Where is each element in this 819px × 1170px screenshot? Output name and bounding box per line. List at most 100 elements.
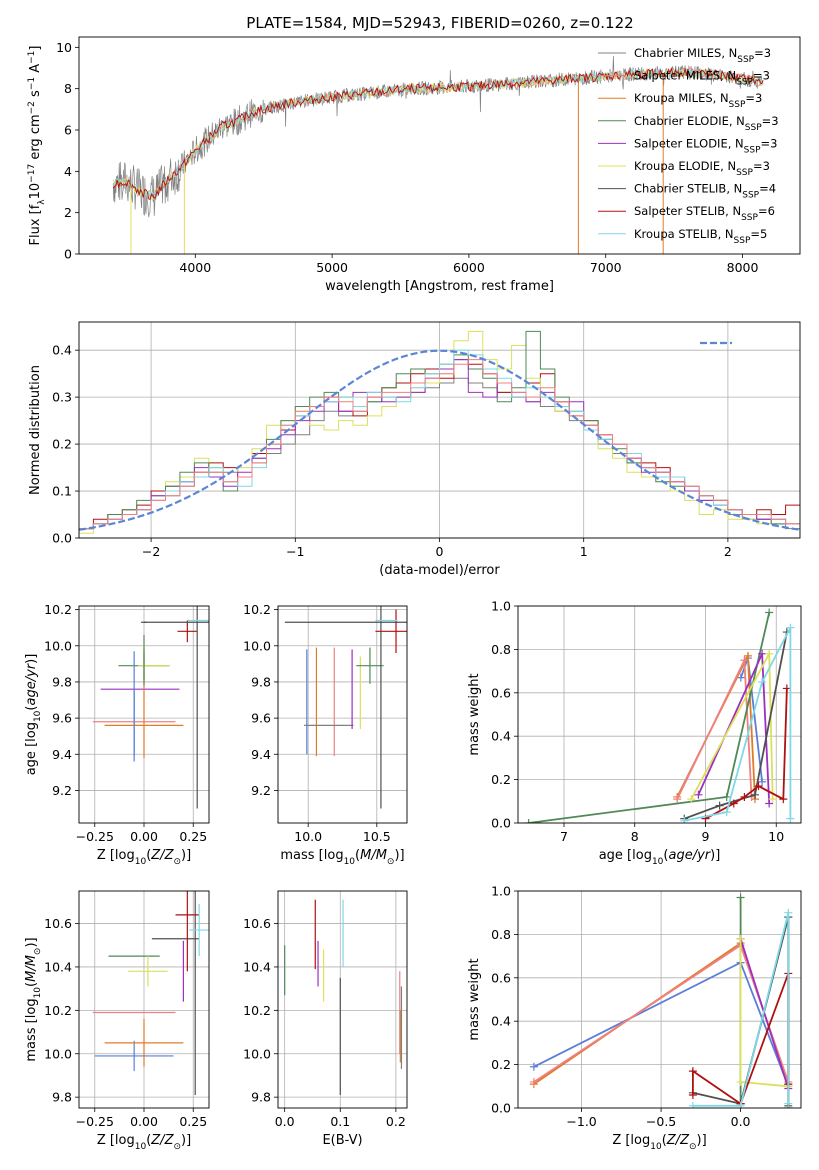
- label-part: E(B-V): [322, 1133, 362, 1148]
- x-tick-label: 9: [702, 829, 710, 844]
- y-tick-label: 9.4: [251, 747, 271, 762]
- label-part: Salpeter ELODIE, N: [634, 136, 744, 150]
- x-tick-label: −1: [286, 544, 304, 559]
- x-tick-label: 5000: [316, 260, 348, 275]
- label-part: (: [146, 1133, 151, 1148]
- plus-marker: [768, 795, 777, 804]
- x-tick-label: −0.5: [646, 1114, 676, 1129]
- axes-frame: [517, 605, 802, 824]
- chart-panel-0: 4000 5000 6000 7000 8000 0 2 4 6 8 10 wavelength [A…: [27, 36, 801, 294]
- label-part: Z [log: [612, 1133, 650, 1148]
- label-part: (: [663, 848, 668, 863]
- label-part: =3: [761, 136, 778, 150]
- legend-label: Chabrier ELODIE, NSSP=3: [634, 114, 779, 133]
- y-tick-label: 0.2: [491, 772, 511, 787]
- plus-marker: [758, 677, 767, 686]
- y-tick-label: 0.2: [52, 437, 72, 452]
- y-tick-label: 10: [56, 40, 72, 55]
- x-tick-label: −2: [142, 544, 160, 559]
- y-tick-label: 0.3: [52, 390, 72, 405]
- label-part: mass [log: [24, 998, 39, 1061]
- y-tick-label: 10.0: [44, 638, 72, 653]
- chart-panel-2: −0.25 0.00 0.259.29.49.69.810.010.2Z [log1…: [24, 602, 210, 867]
- x-axis-label: wavelength [Angstrom, rest frame]: [325, 279, 554, 294]
- label-part: 10: [33, 710, 43, 722]
- label-part: −1: [27, 77, 37, 90]
- y-axis-label: mass weight: [467, 673, 482, 755]
- label-part: =4: [759, 182, 776, 196]
- label-part: age [log: [599, 848, 652, 863]
- y-tick-label: 1.0: [491, 599, 511, 614]
- plus-marker: [688, 1090, 697, 1099]
- legend-label: Salpeter ELODIE, NSSP=3: [634, 136, 777, 155]
- y-tick-label: 9.6: [52, 711, 72, 726]
- label-part: Salpeter STELIB, N: [634, 204, 741, 218]
- label-part: Chabrier ELODIE, N: [634, 114, 745, 128]
- label-part: (: [662, 1133, 667, 1148]
- label-part: 10: [344, 857, 356, 867]
- y-tick-label: 10.2: [44, 1003, 72, 1018]
- label-part: λ: [37, 199, 47, 205]
- weight-series: [692, 912, 790, 1107]
- label-part: =3: [745, 91, 762, 105]
- plus-marker: [524, 819, 533, 823]
- y-tick-label: 0.1: [52, 484, 72, 499]
- label-part: Salpeter MILES, N: [634, 69, 736, 83]
- y-tick-label: 4: [64, 164, 72, 179]
- plus-marker: [688, 1067, 697, 1076]
- plus-marker: [784, 908, 793, 917]
- y-tick-label: 6: [64, 123, 72, 138]
- label-part: 10: [650, 1142, 662, 1152]
- y-tick-label: 10.2: [243, 602, 271, 617]
- plus-marker: [673, 795, 682, 804]
- label-part: )]: [181, 848, 191, 863]
- label-part: Z [log: [97, 1133, 135, 1148]
- plus-marker: [765, 608, 774, 617]
- plus-marker: [736, 673, 745, 682]
- x-axis-label: (data-model)/error: [379, 563, 500, 578]
- label-part: Normed distribution: [28, 365, 43, 495]
- y-tick-label: 10.2: [44, 602, 72, 617]
- y-axis-label: mass [log10(M/M⊙)]: [24, 937, 43, 1061]
- legend-label: Salpeter MILES, NSSP=3: [634, 69, 770, 88]
- x-tick-label: 10.5: [363, 829, 391, 844]
- axes-frame: [277, 890, 408, 1109]
- figure-title: PLATE=1584, MJD=52943, FIBERID=0260, z=0…: [246, 14, 633, 32]
- y-tick-label: 0.4: [491, 1014, 511, 1029]
- axes-frame: [78, 890, 210, 1109]
- histogram-steps: [79, 330, 800, 538]
- x-axis-label: age [log10(age/yr)]: [599, 848, 721, 867]
- label-part: SSP: [737, 55, 754, 65]
- label-part: ]: [28, 46, 43, 51]
- label-part: 10: [652, 857, 664, 867]
- label-part: SSP: [736, 168, 753, 178]
- plus-marker: [740, 656, 749, 665]
- label-part: (: [355, 848, 360, 863]
- x-axis-label: Z [log10(Z/Z⊙)]: [97, 848, 191, 867]
- y-tick-label: 9.8: [251, 674, 271, 689]
- label-part: age [log: [24, 722, 39, 775]
- histogram-series: [79, 359, 800, 538]
- label-part: SSP: [741, 213, 758, 223]
- label-part: (: [24, 706, 39, 711]
- y-tick-label: 9.6: [251, 711, 271, 726]
- label-part: 10: [135, 857, 147, 867]
- errorbar-marks: [92, 891, 209, 1095]
- label-part: s: [28, 90, 43, 101]
- legend-label: Kroupa ELODIE, NSSP=3: [634, 159, 770, 178]
- legend-label: Salpeter STELIB, NSSP=6: [634, 204, 775, 223]
- label-part: SSP: [729, 100, 746, 110]
- label-part: age/yr: [668, 848, 711, 863]
- x-tick-label: 0.25: [179, 1114, 207, 1129]
- label-part: mass weight: [467, 958, 482, 1040]
- x-tick-label: 0.0: [275, 1114, 295, 1129]
- label-part: erg cm: [28, 114, 43, 163]
- label-part: 10: [28, 183, 43, 200]
- x-axis-label: Z [log10(Z/Z⊙)]: [612, 1133, 706, 1152]
- y-tick-label: 9.2: [52, 783, 72, 798]
- x-tick-label: 0: [436, 544, 444, 559]
- y-tick-label: 9.8: [52, 674, 72, 689]
- plus-marker: [694, 790, 703, 799]
